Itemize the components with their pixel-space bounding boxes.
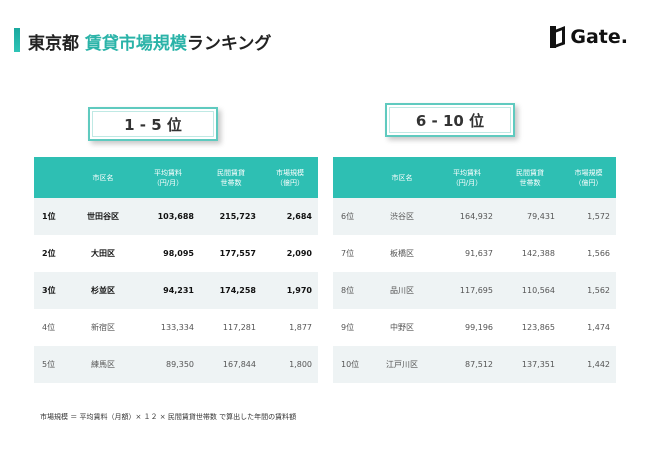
households-cell: 215,723 <box>219 212 256 221</box>
rank-cell: 10位 <box>341 360 360 369</box>
avg-rent-cell: 94,231 <box>163 286 194 295</box>
table-row: 10位 江戸川区 87,512 137,351 1,442 <box>333 346 616 383</box>
ward-name-cell: 渋谷区 <box>390 212 414 221</box>
column-header <box>333 157 369 198</box>
market-size-cell: 1,474 <box>587 323 610 332</box>
ward-name-cell: 板橋区 <box>390 249 414 258</box>
ward-name-cell: 江戸川区 <box>386 360 418 369</box>
market-size-cell: 1,572 <box>587 212 610 221</box>
ward-name-cell: 新宿区 <box>91 323 115 332</box>
rank-label-6-10: 6 - 10 位 <box>385 103 515 137</box>
table-row: 4位 新宿区 133,334 117,281 1,877 <box>34 309 318 346</box>
column-header: 市場規模 （億円） <box>574 168 603 187</box>
ward-name-cell: 中野区 <box>390 323 414 332</box>
title-suffix: ランキング <box>186 34 272 54</box>
avg-rent-cell: 91,637 <box>465 249 493 258</box>
gate-logo: Gate. <box>550 26 628 48</box>
column-header: 市場規模 （億円） <box>276 168 304 187</box>
footnote: 市場規模 ＝ 平均賃料（月額）× １２ × 民間賃貸世帯数 で算出した年間の賃料… <box>40 413 297 421</box>
ward-name-cell: 品川区 <box>390 286 414 295</box>
column-header: 市区名 <box>92 173 114 182</box>
avg-rent-cell: 133,334 <box>160 323 194 332</box>
ward-name-cell: 大田区 <box>91 249 115 258</box>
rank-cell: 8位 <box>341 286 355 295</box>
table-row: 7位 板橋区 91,637 142,388 1,566 <box>333 235 616 272</box>
ranking-table-1-5: 市区名 平均賃料 （円/月） 民間賃貸 世帯数 市場規模 （億円） 1位 世田谷区 103,68… <box>34 157 318 383</box>
rank-label-text: 6 - 10 位 <box>415 111 485 130</box>
avg-rent-cell: 98,095 <box>163 249 194 258</box>
gate-logo-icon <box>550 26 566 48</box>
column-header: 平均賃料 （円/月） <box>152 168 184 187</box>
table-row: 3位 杉並区 94,231 174,258 1,970 <box>34 272 318 309</box>
rank-cell: 7位 <box>341 249 355 258</box>
households-cell: 117,281 <box>222 323 256 332</box>
avg-rent-cell: 89,350 <box>166 360 194 369</box>
market-size-cell: 1,970 <box>286 286 312 295</box>
table-row: 1位 世田谷区 103,688 215,723 2,684 <box>34 198 318 235</box>
ward-name-cell: 練馬区 <box>91 360 115 369</box>
avg-rent-cell: 103,688 <box>157 212 194 221</box>
ward-name-cell: 杉並区 <box>91 286 115 295</box>
title-accent-bar <box>14 28 20 52</box>
column-header: 民間賃貸 世帯数 <box>217 168 245 187</box>
table-row: 5位 練馬区 89,350 167,844 1,800 <box>34 346 318 383</box>
households-cell: 110,564 <box>521 286 555 295</box>
column-header <box>34 157 70 198</box>
households-cell: 137,351 <box>521 360 555 369</box>
market-size-cell: 1,800 <box>289 360 312 369</box>
households-cell: 123,865 <box>521 323 555 332</box>
market-size-cell: 2,684 <box>286 212 312 221</box>
column-header: 市区名 <box>391 173 413 182</box>
rank-label-text: 1 - 5 位 <box>124 115 182 134</box>
rank-cell: 9位 <box>341 323 355 332</box>
rank-cell: 3位 <box>42 286 56 295</box>
ranking-table-6-10: 市区名 平均賃料 （円/月） 民間賃貸 世帯数 市場規模 （億円） 6位 渋谷区 164,932… <box>333 157 616 383</box>
market-size-cell: 2,090 <box>286 249 312 258</box>
column-header: 民間賃貸 世帯数 <box>516 168 544 187</box>
table-header-row: 市区名 平均賃料 （円/月） 民間賃貸 世帯数 市場規模 （億円） <box>34 157 318 198</box>
households-cell: 142,388 <box>521 249 555 258</box>
title-accent: 賃貸市場規模 <box>84 34 187 54</box>
logo-text: Gate. <box>570 26 628 48</box>
households-cell: 177,557 <box>219 249 256 258</box>
rank-cell: 4位 <box>42 323 56 332</box>
rank-cell: 1位 <box>42 212 56 221</box>
avg-rent-cell: 87,512 <box>465 360 493 369</box>
rank-cell: 2位 <box>42 249 56 258</box>
rank-cell: 6位 <box>341 212 355 221</box>
market-size-cell: 1,877 <box>289 323 312 332</box>
avg-rent-cell: 117,695 <box>459 286 493 295</box>
market-size-cell: 1,442 <box>587 360 610 369</box>
table-row: 9位 中野区 99,196 123,865 1,474 <box>333 309 616 346</box>
avg-rent-cell: 99,196 <box>465 323 493 332</box>
table-row: 8位 品川区 117,695 110,564 1,562 <box>333 272 616 309</box>
table-header-row: 市区名 平均賃料 （円/月） 民間賃貸 世帯数 市場規模 （億円） <box>333 157 616 198</box>
title-prefix: 東京都 <box>28 34 85 54</box>
households-cell: 79,431 <box>527 212 555 221</box>
households-cell: 167,844 <box>222 360 256 369</box>
households-cell: 174,258 <box>219 286 256 295</box>
market-size-cell: 1,562 <box>587 286 610 295</box>
column-header: 平均賃料 （円/月） <box>451 168 483 187</box>
rank-label-1-5: 1 - 5 位 <box>88 107 218 141</box>
market-size-cell: 1,566 <box>587 249 610 258</box>
table-row: 6位 渋谷区 164,932 79,431 1,572 <box>333 198 616 235</box>
page-title: 東京都 賃貸市場規模ランキング <box>28 29 271 54</box>
rank-cell: 5位 <box>42 360 56 369</box>
avg-rent-cell: 164,932 <box>459 212 493 221</box>
table-row: 2位 大田区 98,095 177,557 2,090 <box>34 235 318 272</box>
ward-name-cell: 世田谷区 <box>87 212 119 221</box>
